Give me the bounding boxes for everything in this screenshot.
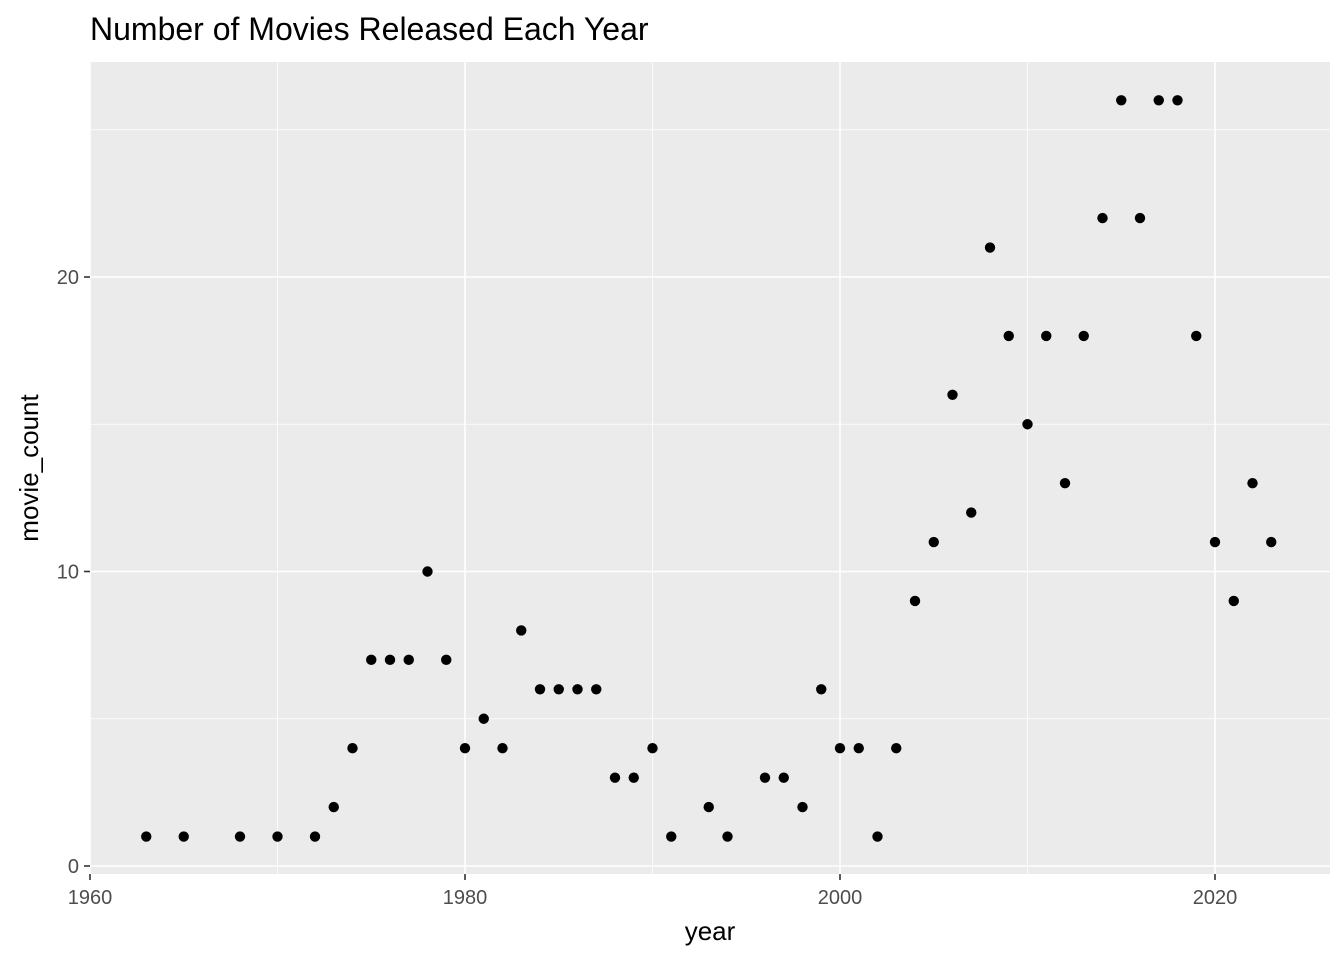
plot-panel [90,62,1330,874]
data-point [516,625,527,636]
data-point [534,684,546,695]
data-point [1097,212,1108,224]
chart-title: Number of Movies Released Each Year [90,11,649,47]
data-point [1247,477,1258,489]
data-point [1153,95,1164,106]
data-point [591,684,602,695]
data-point [872,831,883,842]
data-point [309,831,321,842]
data-point [909,595,921,607]
minor-gridlines [90,62,1330,874]
data-point [422,566,433,577]
data-point [1116,95,1127,106]
data-point [1022,419,1033,430]
data-point [703,801,714,813]
data-points [141,95,1277,842]
data-point [1228,595,1239,607]
data-point [553,684,564,695]
x-tick-label: 1980 [443,887,488,909]
data-point [384,654,396,666]
data-point [178,831,189,842]
data-point [1191,330,1202,342]
data-point [778,772,789,783]
x-axis-ticks: 1960 1980 2000 2020 [68,874,1238,909]
data-point [403,654,414,666]
data-point [1041,330,1052,342]
data-point [928,536,939,548]
data-point [141,831,152,842]
data-point [441,654,452,666]
data-point [891,743,902,754]
data-point [797,801,808,813]
data-point [966,507,977,518]
data-point [1134,212,1146,224]
data-point [1078,330,1089,342]
y-tick-label: 0 [68,856,79,878]
y-axis-title: movie_count [14,394,44,542]
major-gridlines [89,62,1330,874]
data-point [984,242,996,253]
data-point [609,772,621,783]
data-point [816,684,827,695]
data-point [572,684,583,695]
data-point [497,743,508,754]
y-tick-label: 10 [57,562,79,584]
data-point [722,831,733,842]
data-point [1003,330,1014,342]
x-tick-label: 1960 [68,887,113,909]
data-point [478,713,489,724]
data-point [647,743,658,754]
data-point [347,743,358,754]
y-axis-ticks: 0 10 20 [57,267,90,878]
data-point [666,831,677,842]
x-tick-label: 2000 [818,887,863,909]
data-point [853,743,864,754]
data-point [1172,95,1183,106]
data-point [328,801,339,813]
data-point [1059,477,1071,489]
data-point [947,389,958,400]
data-point [234,831,246,842]
y-tick-label: 20 [57,267,79,289]
data-point [1266,536,1277,548]
data-point [834,743,846,754]
x-tick-label: 2020 [1193,887,1238,909]
data-point [628,772,639,783]
data-point [366,654,377,666]
x-axis-title: year [685,916,736,946]
data-point [272,831,283,842]
data-point [459,743,471,754]
data-point [759,772,771,783]
data-point [1209,536,1221,548]
